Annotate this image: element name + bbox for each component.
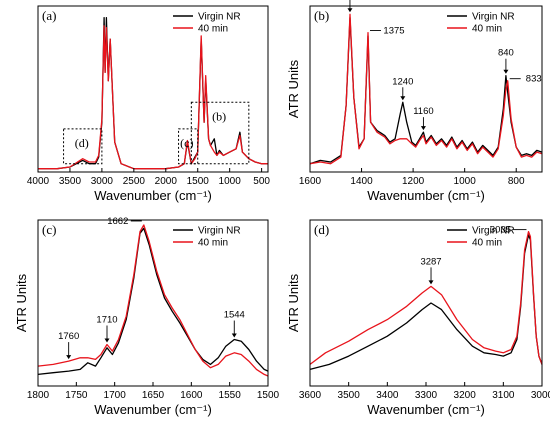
legend-label-virgin-nr: Virgin NR — [198, 226, 241, 237]
series-40-min-line — [309, 230, 543, 365]
legend-label-virgin-nr: Virgin NR — [198, 12, 241, 23]
x-tick-label: 1500 — [187, 176, 210, 187]
annotation-arrowhead — [400, 96, 406, 101]
x-tick-label: 500 — [253, 176, 270, 187]
x-tick-label: 1550 — [219, 390, 242, 401]
legend-label-40-min: 40 min — [198, 238, 228, 249]
series-virgin-nr-line — [37, 227, 269, 376]
legend-label-40-min: 40 min — [198, 24, 228, 35]
series-40-min-line — [38, 25, 268, 170]
legend-label-40-min: 40 min — [472, 24, 502, 35]
plot-frame — [309, 219, 543, 387]
plot-frame — [37, 219, 269, 387]
legend-label-40-min: 40 min — [472, 238, 502, 249]
x-axis-label: Wavenumber (cm⁻¹) — [94, 402, 212, 417]
x-tick-label: 3200 — [454, 390, 477, 401]
annotation-label: 1240 — [392, 76, 413, 87]
x-tick-label: 1800 — [27, 390, 50, 401]
annotation-label: 833 — [526, 74, 542, 85]
annotation-label: 1544 — [224, 310, 245, 321]
plot-frame — [37, 5, 269, 173]
panel-label: (d) — [314, 222, 329, 237]
x-tick-label: 1000 — [219, 176, 242, 187]
zoom-region-label: (c) — [180, 136, 193, 150]
x-tick-label: 3400 — [376, 390, 399, 401]
x-axis-label: Wavenumber (cm⁻¹) — [367, 188, 485, 203]
x-tick-label: 1700 — [104, 390, 127, 401]
series-virgin-nr-line — [38, 16, 268, 170]
x-tick-label: 2000 — [155, 176, 178, 187]
annotation-arrowhead — [231, 333, 237, 338]
series-virgin-nr-line — [309, 234, 543, 371]
annotation-arrowhead — [104, 338, 110, 343]
x-axis-label: Wavenumber (cm⁻¹) — [367, 402, 485, 417]
panel-label: (b) — [314, 8, 329, 23]
y-axis-label: ATR Units — [286, 59, 301, 118]
x-tick-label: 3600 — [299, 390, 322, 401]
x-tick-label: 1650 — [142, 390, 165, 401]
legend-label-virgin-nr: Virgin NR — [472, 12, 515, 23]
annotation-arrowhead — [347, 8, 353, 13]
x-tick-label: 1200 — [402, 176, 425, 187]
x-tick-label: 3500 — [338, 390, 361, 401]
annotation-label: 1662 — [107, 216, 128, 227]
legend-label-virgin-nr: Virgin NR — [472, 226, 515, 237]
annotation-arrowhead — [420, 126, 426, 131]
x-tick-label: 1000 — [454, 176, 477, 187]
x-tick-label: 3000 — [91, 176, 114, 187]
series-40-min-line — [309, 13, 543, 165]
x-tick-label: 3300 — [415, 390, 438, 401]
zoom-region-label: (d) — [75, 136, 89, 150]
annotation-arrowhead — [428, 280, 434, 285]
panel-label: (c) — [42, 222, 56, 237]
x-tick-label: 800 — [508, 176, 525, 187]
x-tick-label: 3500 — [59, 176, 82, 187]
x-tick-label: 1400 — [350, 176, 373, 187]
chart-panel-3: 1800 1750 1700 1650 1600 1550 1500 Wavenumber (… — [14, 216, 280, 417]
annotation-label: 1710 — [96, 315, 117, 326]
zoom-region-box — [63, 128, 103, 165]
plot-frame — [309, 5, 543, 173]
series-40-min-line — [37, 224, 269, 377]
annotation-label: 3035 — [490, 225, 511, 236]
zoom-region-box — [190, 101, 250, 165]
x-tick-label: 1750 — [65, 390, 88, 401]
annotation-label: 840 — [498, 48, 514, 59]
zoom-region-box — [178, 128, 199, 165]
x-tick-label: 4000 — [27, 176, 50, 187]
x-axis-label: Wavenumber (cm⁻¹) — [94, 188, 212, 203]
x-tick-label: 2500 — [123, 176, 146, 187]
annotation-label: 1760 — [58, 331, 79, 342]
zoom-region-label: (b) — [212, 109, 226, 123]
y-axis-label: ATR Units — [286, 273, 301, 332]
x-tick-label: 3100 — [492, 390, 515, 401]
annotation-label: 3287 — [420, 256, 441, 267]
annotation-label: 1375 — [383, 26, 404, 37]
x-tick-label: 3000 — [531, 390, 550, 401]
x-tick-label: 1600 — [180, 390, 203, 401]
panel-label: (a) — [42, 8, 56, 23]
chart-panel-2: 1600 1400 1200 1000 800 Wavenumber (cm⁻¹) ATR … — [286, 0, 543, 203]
x-tick-label: 1500 — [257, 390, 280, 401]
annotation-arrowhead — [503, 69, 509, 74]
chart-panel-4: 3600 3500 3400 3300 3200 3100 3000 Wavenumber (… — [286, 219, 550, 417]
x-tick-label: 1600 — [299, 176, 322, 187]
y-axis-label: ATR Units — [14, 273, 29, 332]
chart-panel-1: 4000 3500 3000 2500 2000 1500 1000 500 Wavenumbe… — [27, 5, 270, 203]
annotation-arrowhead — [66, 355, 72, 360]
annotation-label: 1160 — [413, 106, 433, 117]
